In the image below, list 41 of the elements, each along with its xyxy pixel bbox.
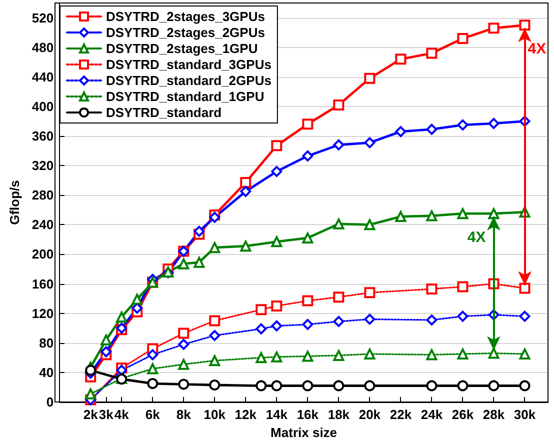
y-tick-label: 520 [32, 10, 54, 26]
x-tick-label: 22k [390, 407, 412, 422]
x-tick-label: 18k [328, 407, 350, 422]
y-tick-label: 320 [32, 158, 54, 174]
y-tick-label: 240 [32, 217, 54, 232]
x-tick-label: 8k [176, 407, 192, 422]
x-tick-label: 30k [514, 407, 536, 422]
annotation: 4X [528, 40, 546, 58]
legend-label: DSYTRD_2stages_3GPUs [106, 9, 265, 24]
y-tick-label: 160 [32, 276, 54, 292]
x-tick-label: 4k [114, 407, 130, 422]
x-tick-label: 26k [452, 407, 474, 422]
legend-label: DSYTRD_2stages_1GPU [106, 41, 258, 56]
y-tick-label: 40 [39, 364, 54, 380]
y-tick-label: 400 [32, 98, 54, 114]
legend-label: DSYTRD_standard_1GPU [106, 89, 264, 104]
y-tick-label: 480 [32, 40, 54, 55]
legend-label: DSYTRD_standard_3GPUs [106, 57, 272, 72]
x-tick-label: 2k [83, 407, 99, 422]
y-tick-label: 0 [46, 394, 54, 410]
x-tick-label: 20k [358, 407, 382, 422]
y-tick-label: 280 [32, 188, 54, 203]
y-tick-label: 440 [32, 69, 54, 84]
y-axis-title: Gflop/s [7, 180, 22, 225]
x-tick-label: 3k [98, 407, 114, 422]
y-tick-label: 120 [32, 306, 54, 321]
x-tick-label: 10k [204, 407, 226, 422]
x-tick-label: 16k [296, 407, 320, 422]
legend-label: DSYTRD_standard_2GPUs [106, 73, 272, 88]
x-tick-label: 14k [266, 407, 288, 422]
legend-label: DSYTRD_standard [106, 105, 222, 120]
x-tick-label: 24k [420, 407, 444, 422]
x-tick-label: 28k [482, 407, 506, 422]
legend-label: DSYTRD_2stages_2GPUs [106, 25, 265, 40]
annotation: 4X [467, 229, 486, 246]
x-tick-label: 6k [145, 407, 161, 422]
y-tick-label: 360 [32, 128, 54, 144]
x-axis-title: Matrix size [270, 424, 338, 440]
y-tick-label: 80 [39, 335, 54, 350]
x-tick-label: 12k [234, 407, 258, 422]
y-tick-label: 200 [32, 246, 54, 262]
